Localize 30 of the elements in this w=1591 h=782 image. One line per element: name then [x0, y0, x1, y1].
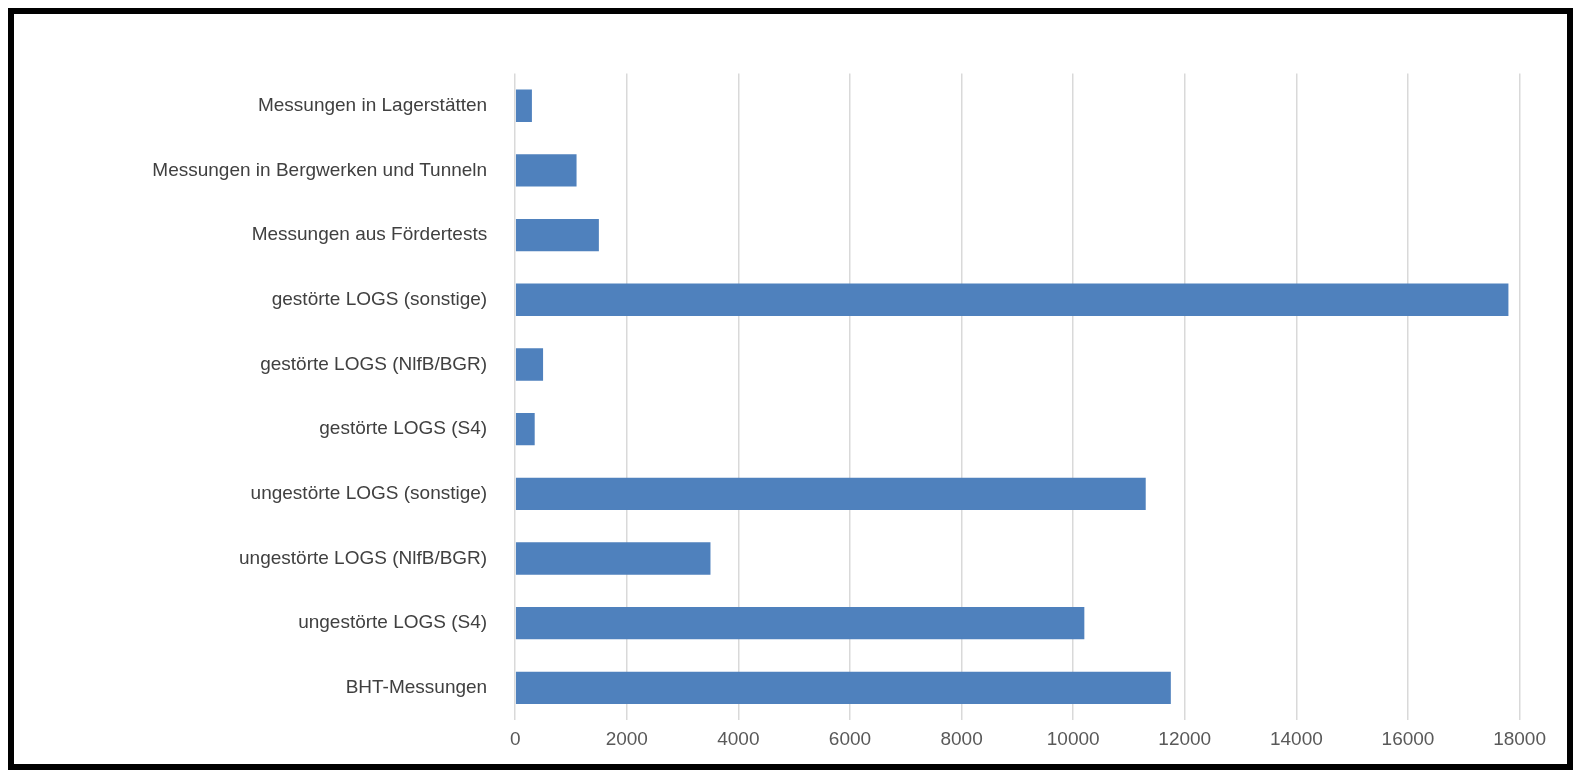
bar [515, 671, 1171, 705]
y-tick-label: BHT-Messungen [345, 676, 488, 698]
y-tick-label: ungestörte LOGS (NlfB/BGR) [239, 546, 488, 568]
y-tick-label: Messungen in Bergwerken und Tunneln [152, 158, 488, 180]
x-tick-label: 10000 [1046, 727, 1100, 749]
y-tick-label: ungestörte LOGS (S4) [298, 611, 488, 633]
x-tick-label: 4000 [717, 727, 760, 749]
bar [515, 348, 544, 381]
y-tick-label: gestörte LOGS (S4) [319, 417, 488, 439]
bar [515, 89, 532, 122]
bar [515, 154, 577, 187]
x-tick-label: 14000 [1269, 727, 1323, 749]
x-tick-label: 16000 [1381, 727, 1435, 749]
y-tick-label: gestörte LOGS (sonstige) [271, 288, 488, 310]
bar [515, 412, 535, 446]
x-tick-label: 12000 [1158, 727, 1212, 749]
y-tick-label: gestörte LOGS (NlfB/BGR) [260, 352, 488, 374]
bar [515, 283, 1509, 316]
x-tick-label: 18000 [1493, 727, 1546, 749]
x-tick-label: 2000 [605, 727, 648, 749]
x-tick-label: 6000 [828, 727, 872, 749]
bar [515, 542, 711, 575]
bar [515, 218, 599, 252]
bar [515, 607, 1085, 640]
y-tick-label: ungestörte LOGS (sonstige) [250, 482, 488, 504]
bar [515, 477, 1146, 510]
y-tick-label: Messungen in Lagerstätten [257, 93, 488, 115]
x-tick-label: 8000 [940, 727, 983, 749]
y-tick-label: Messungen aus Fördertests [251, 223, 488, 245]
x-tick-label: 0 [509, 727, 521, 749]
